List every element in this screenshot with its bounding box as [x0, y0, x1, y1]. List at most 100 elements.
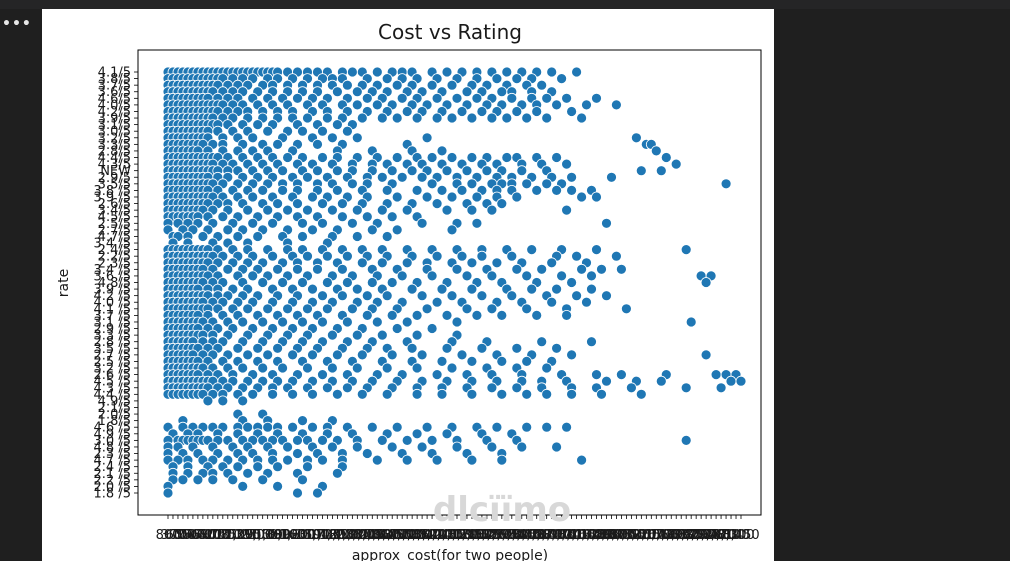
data-point	[312, 165, 323, 177]
y-tick-label: 4.3/5	[98, 158, 131, 173]
data-point	[431, 369, 443, 381]
data-point	[491, 73, 503, 84]
x-tick-label: 230	[290, 528, 315, 543]
data-point	[321, 382, 333, 394]
x-tick-label: 1,300	[254, 528, 291, 543]
data-point	[436, 145, 448, 157]
data-point	[735, 375, 747, 387]
x-tick-label: 1,900	[483, 528, 520, 543]
data-point	[551, 342, 562, 354]
data-point	[421, 191, 433, 203]
y-tick-label: 4.6 /5	[94, 421, 131, 436]
data-point	[481, 165, 493, 177]
data-point	[411, 388, 423, 400]
x-tick-label: 4,000	[379, 528, 416, 543]
data-point	[531, 309, 543, 321]
data-point	[197, 231, 209, 242]
y-tick-label: 3.2/5	[98, 131, 131, 146]
x-tick-label: 1,150	[438, 528, 475, 543]
data-point	[441, 204, 453, 216]
data-point	[321, 112, 333, 124]
data-point	[307, 421, 318, 433]
data-point	[441, 342, 453, 354]
x-tick-label: 4,200	[518, 528, 555, 543]
y-tick-label: 3.6/5	[98, 85, 131, 100]
data-point	[416, 441, 428, 453]
data-point	[272, 342, 284, 354]
y-tick-label: 4.3 /5	[94, 381, 131, 396]
data-point	[606, 171, 617, 183]
data-point	[376, 257, 388, 269]
data-point	[351, 231, 363, 242]
chart-title: Cost vs Rating	[378, 20, 522, 44]
data-point	[292, 448, 303, 459]
data-point	[396, 92, 408, 104]
data-point	[237, 480, 249, 492]
y-tick-label: 4.1/5	[98, 66, 131, 81]
x-tick-label: 2,400	[428, 528, 465, 543]
data-point	[446, 79, 458, 91]
data-point	[302, 303, 313, 315]
data-point	[546, 66, 558, 78]
x-tick-label: 6,400	[603, 528, 640, 543]
data-point	[616, 369, 627, 381]
data-point	[466, 355, 478, 367]
data-point	[461, 165, 473, 177]
data-point	[282, 454, 294, 466]
data-point	[252, 119, 264, 130]
data-point	[162, 487, 174, 499]
data-point	[700, 349, 712, 361]
data-point	[267, 250, 279, 262]
data-point	[511, 342, 523, 354]
x-tick-label: 1,900	[339, 528, 376, 543]
x-tick-label: 7,500	[618, 528, 655, 543]
data-point	[551, 441, 562, 453]
x-tick-label: 400	[195, 528, 220, 543]
data-point	[252, 231, 264, 242]
data-point	[242, 303, 254, 315]
data-point	[446, 112, 458, 124]
x-tick-label: 6,500	[498, 528, 535, 543]
data-point	[561, 158, 572, 170]
data-point	[356, 257, 368, 269]
data-point	[346, 303, 358, 315]
data-point	[312, 138, 323, 150]
data-point	[611, 99, 622, 111]
data-point	[282, 152, 294, 163]
data-point	[277, 362, 289, 374]
x-tick-label: 7,300	[668, 528, 705, 543]
data-point	[371, 316, 383, 328]
x-tick-label: 250	[240, 528, 265, 543]
data-point	[302, 112, 313, 124]
data-point	[302, 461, 313, 473]
x-tick-label: 1,250	[344, 528, 381, 543]
data-point	[242, 467, 254, 479]
x-tick-label: 200	[205, 528, 230, 543]
data-point	[471, 191, 483, 203]
data-point	[292, 92, 303, 104]
more-horizontal-icon[interactable]: •••	[2, 16, 32, 32]
y-tick-label: 3.9 /5	[94, 283, 131, 298]
data-point	[297, 415, 308, 427]
data-point	[680, 382, 692, 394]
x-tick-label: 600	[166, 528, 191, 543]
data-point	[596, 263, 607, 275]
data-point	[257, 474, 269, 486]
x-tick-label: 2,100	[349, 528, 386, 543]
data-point	[237, 316, 249, 328]
data-point	[267, 217, 279, 229]
x-tick-label: 650	[190, 528, 215, 543]
data-point	[521, 178, 533, 190]
data-point	[292, 487, 303, 499]
data-point	[581, 296, 592, 308]
data-point	[456, 349, 468, 361]
data-point	[346, 217, 358, 229]
data-point	[242, 204, 254, 216]
data-point	[541, 92, 553, 104]
x-tick-label: 7,400	[697, 528, 734, 543]
x-tick-label: 750	[210, 528, 235, 543]
data-point	[302, 171, 313, 183]
data-point	[317, 152, 328, 163]
x-tick-label: 7,100	[563, 528, 600, 543]
data-point	[282, 204, 294, 216]
